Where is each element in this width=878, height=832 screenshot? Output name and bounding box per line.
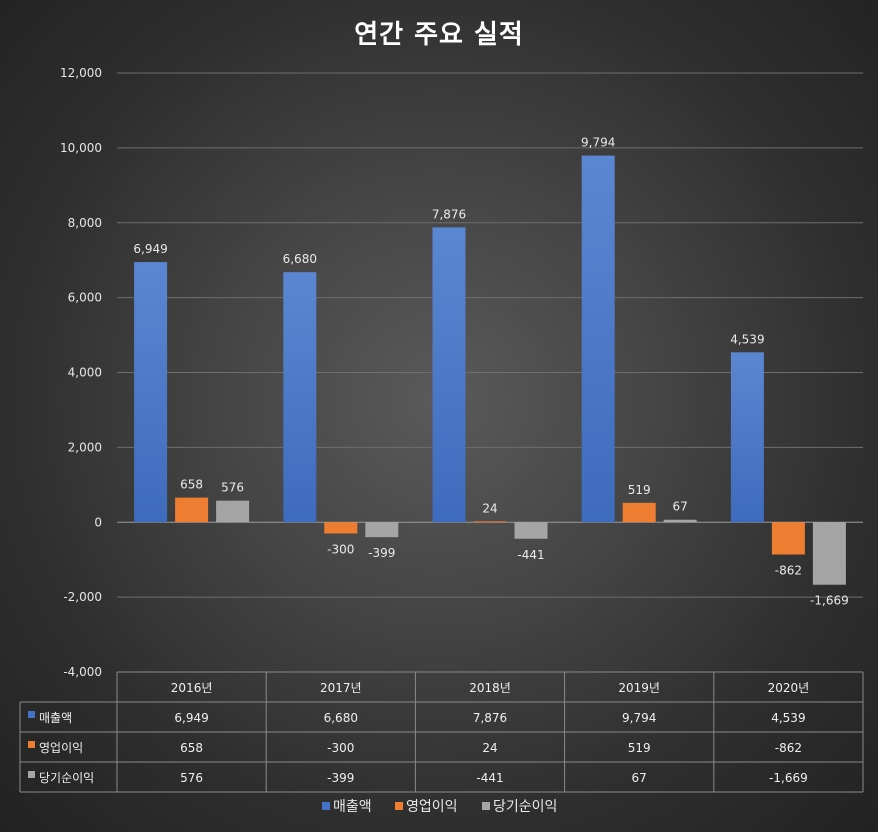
- table-cell: -300: [327, 741, 354, 755]
- data-label: -300: [327, 542, 354, 556]
- y-tick-label: 6,000: [68, 291, 102, 305]
- data-label: 4,539: [730, 332, 764, 346]
- bar-매출액-2019년: [581, 155, 615, 523]
- table-header-cell: 2017년: [320, 681, 362, 695]
- table-cell: 4,539: [771, 711, 805, 725]
- y-tick-label: 10,000: [60, 141, 102, 155]
- legend-key: [322, 802, 330, 810]
- data-label: 658: [180, 478, 203, 492]
- table-cell: -1,669: [769, 771, 808, 785]
- table-cell: 658: [180, 741, 203, 755]
- table-row-label: 매출액: [39, 711, 72, 725]
- table-header-cell: 2020년: [768, 681, 810, 695]
- data-label: 9,794: [581, 136, 615, 150]
- bar-매출액-2018년: [432, 227, 466, 523]
- table-cell: 519: [628, 741, 651, 755]
- legend-label: 당기순이익: [493, 799, 557, 815]
- table-legend-key: [28, 711, 35, 718]
- data-label: -1,669: [810, 594, 849, 608]
- table-cell: 576: [180, 771, 203, 785]
- y-tick-label: 2,000: [68, 440, 102, 454]
- table-header-cell: 2016년: [171, 681, 213, 695]
- legend-key: [482, 802, 490, 810]
- table-header-cell: 2019년: [618, 681, 660, 695]
- data-label: 519: [628, 483, 651, 497]
- legend-label: 영업이익: [406, 799, 458, 815]
- y-tick-label: 0: [94, 515, 102, 529]
- data-label: 6,949: [133, 242, 167, 256]
- table-cell: 6,949: [174, 711, 208, 725]
- y-tick-label: -4,000: [63, 665, 102, 679]
- data-label: 67: [673, 500, 688, 514]
- data-label: 576: [221, 481, 244, 495]
- table-row-label: 당기순이익: [39, 771, 94, 785]
- table-cell: -862: [775, 741, 802, 755]
- chart-title: 연간 주요 실적: [354, 20, 524, 50]
- data-label: 6,680: [283, 252, 317, 266]
- bar-당기순이익-2020년: [812, 522, 846, 585]
- bar-당기순이익-2016년: [216, 500, 250, 523]
- bar-매출액-2020년: [730, 352, 764, 523]
- table-header-cell: 2018년: [469, 681, 511, 695]
- table-cell: 6,680: [324, 711, 358, 725]
- table-cell: 24: [482, 741, 497, 755]
- bar-당기순이익-2019년: [663, 519, 697, 523]
- table-cell: -441: [476, 771, 503, 785]
- y-tick-label: 8,000: [68, 216, 102, 230]
- table-cell: 9,794: [622, 711, 656, 725]
- bar-영업이익-2019년: [622, 502, 656, 523]
- bar-영업이익-2017년: [324, 522, 358, 534]
- data-label: 7,876: [432, 207, 466, 221]
- y-tick-label: 12,000: [60, 66, 102, 80]
- table-legend-key: [28, 771, 35, 778]
- table-cell: -399: [327, 771, 354, 785]
- table-cell: 7,876: [473, 711, 507, 725]
- table-row-label: 영업이익: [39, 741, 83, 755]
- data-label: -399: [368, 546, 395, 560]
- data-label: 24: [482, 501, 497, 515]
- bar-매출액-2016년: [134, 262, 168, 523]
- bar-영업이익-2018년: [473, 521, 507, 523]
- legend-label: 매출액: [333, 799, 372, 815]
- y-tick-label: 4,000: [68, 366, 102, 380]
- data-label: -441: [517, 548, 544, 562]
- table-legend-key: [28, 741, 35, 748]
- table-cell: 67: [632, 771, 647, 785]
- y-tick-label: -2,000: [63, 590, 102, 604]
- bar-영업이익-2020년: [771, 522, 805, 555]
- bar-매출액-2017년: [283, 272, 317, 523]
- bar-당기순이익-2017년: [365, 522, 399, 538]
- data-label: -862: [775, 564, 802, 578]
- legend-key: [395, 802, 403, 810]
- bar-당기순이익-2018년: [514, 522, 548, 539]
- bar-영업이익-2016년: [175, 497, 209, 523]
